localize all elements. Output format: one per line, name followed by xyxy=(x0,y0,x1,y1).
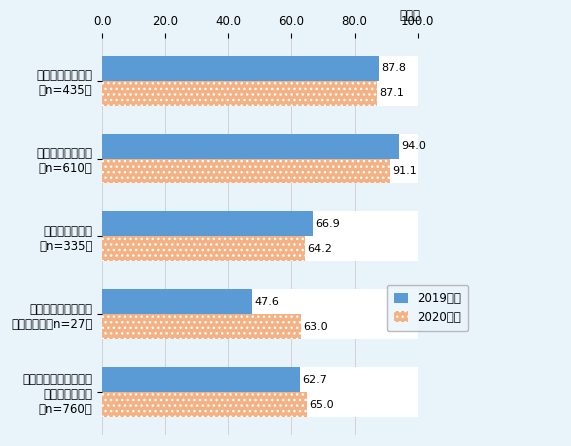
Text: 94.0: 94.0 xyxy=(401,141,426,151)
Text: 87.8: 87.8 xyxy=(381,63,407,73)
Bar xyxy=(102,392,417,417)
Bar xyxy=(102,56,379,81)
Text: 66.9: 66.9 xyxy=(316,219,340,229)
Bar xyxy=(102,289,417,314)
Text: 62.7: 62.7 xyxy=(303,375,327,384)
Bar xyxy=(102,81,377,106)
Bar xyxy=(102,211,417,236)
Text: 91.1: 91.1 xyxy=(392,166,417,176)
Bar xyxy=(102,56,417,81)
Legend: 2019年度, 2020年度: 2019年度, 2020年度 xyxy=(387,285,468,331)
Bar xyxy=(102,134,399,158)
Bar xyxy=(102,367,300,392)
Bar xyxy=(102,289,252,314)
Bar xyxy=(102,158,389,183)
Bar xyxy=(102,211,313,236)
Text: 47.6: 47.6 xyxy=(255,297,280,307)
Bar xyxy=(102,367,417,392)
Text: 63.0: 63.0 xyxy=(303,322,328,332)
Text: （％）: （％） xyxy=(400,9,421,22)
Bar xyxy=(102,314,417,339)
Bar xyxy=(102,236,417,261)
Bar xyxy=(102,158,417,183)
Text: 64.2: 64.2 xyxy=(307,244,332,254)
Bar xyxy=(102,314,301,339)
Bar xyxy=(102,81,417,106)
Bar xyxy=(102,392,307,417)
Text: 65.0: 65.0 xyxy=(309,400,335,409)
Text: 87.1: 87.1 xyxy=(380,88,404,98)
Bar xyxy=(102,134,417,158)
Bar xyxy=(102,236,305,261)
